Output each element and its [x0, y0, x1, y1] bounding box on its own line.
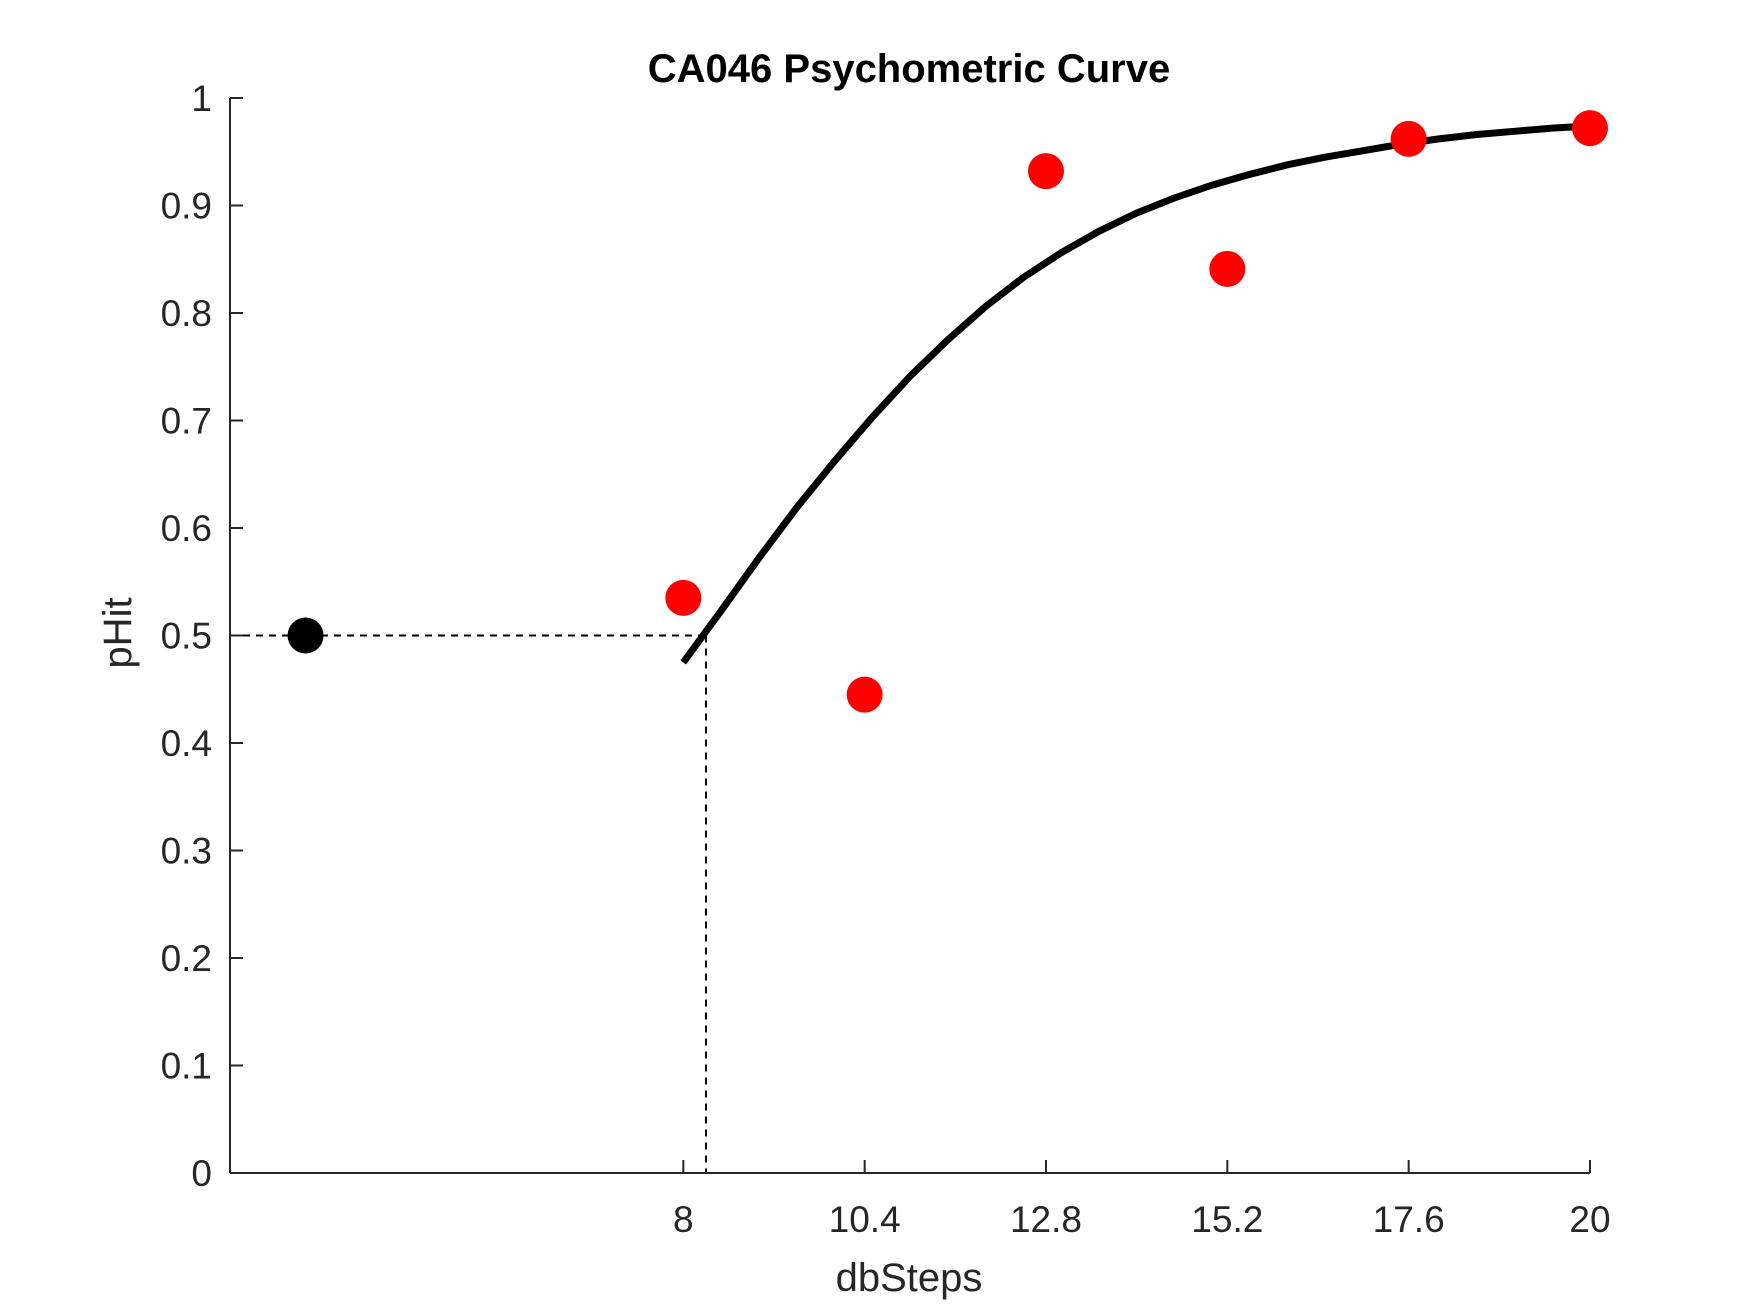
- x-tick-label: 15.2: [1191, 1199, 1263, 1240]
- x-tick-label: 10.4: [829, 1199, 901, 1240]
- baseline-point: [287, 617, 324, 654]
- x-tick-label: 12.8: [1010, 1199, 1082, 1240]
- y-tick-label: 1: [191, 78, 212, 119]
- y-axis-label: pHit: [96, 597, 140, 668]
- y-tick-label: 0: [191, 1153, 212, 1194]
- threshold-guides: [230, 634, 707, 1173]
- y-tick-label: 0.6: [161, 508, 212, 549]
- y-tick-label: 0.9: [161, 186, 212, 227]
- y-tick-label: 0.2: [161, 938, 212, 979]
- y-tick-label: 0.5: [161, 616, 212, 657]
- x-ticks-group: 8 10.4 12.8 15.2 17.6 20: [673, 1160, 1611, 1240]
- axes-group: [229, 98, 1590, 1174]
- y-tick-label: 0.4: [161, 723, 212, 764]
- y-ticks-group: 0 0.1 0.2 0.3 0.4 0.5 0.6 0.7 0.8 0.9 1: [161, 78, 243, 1194]
- fit-curve-group: [680, 122, 1591, 665]
- x-tick-label: 8: [673, 1199, 694, 1240]
- data-point: [846, 676, 883, 713]
- data-points-group: [287, 110, 1608, 713]
- y-tick-label: 0.1: [161, 1046, 212, 1087]
- y-tick-label: 0.3: [161, 831, 212, 872]
- y-tick-label: 0.8: [161, 293, 212, 334]
- x-tick-label: 17.6: [1373, 1199, 1445, 1240]
- y-tick-label: 0.7: [161, 401, 212, 442]
- chart-title: CA046 Psychometric Curve: [648, 47, 1170, 91]
- x-axis-label: dbSteps: [836, 1256, 983, 1300]
- data-point: [1572, 110, 1608, 147]
- data-point: [1390, 120, 1427, 157]
- data-point: [665, 579, 702, 616]
- x-tick-label: 20: [1569, 1199, 1610, 1240]
- psychometric-fit-line: [680, 122, 1591, 665]
- data-point: [1028, 153, 1064, 190]
- data-point: [1209, 250, 1246, 287]
